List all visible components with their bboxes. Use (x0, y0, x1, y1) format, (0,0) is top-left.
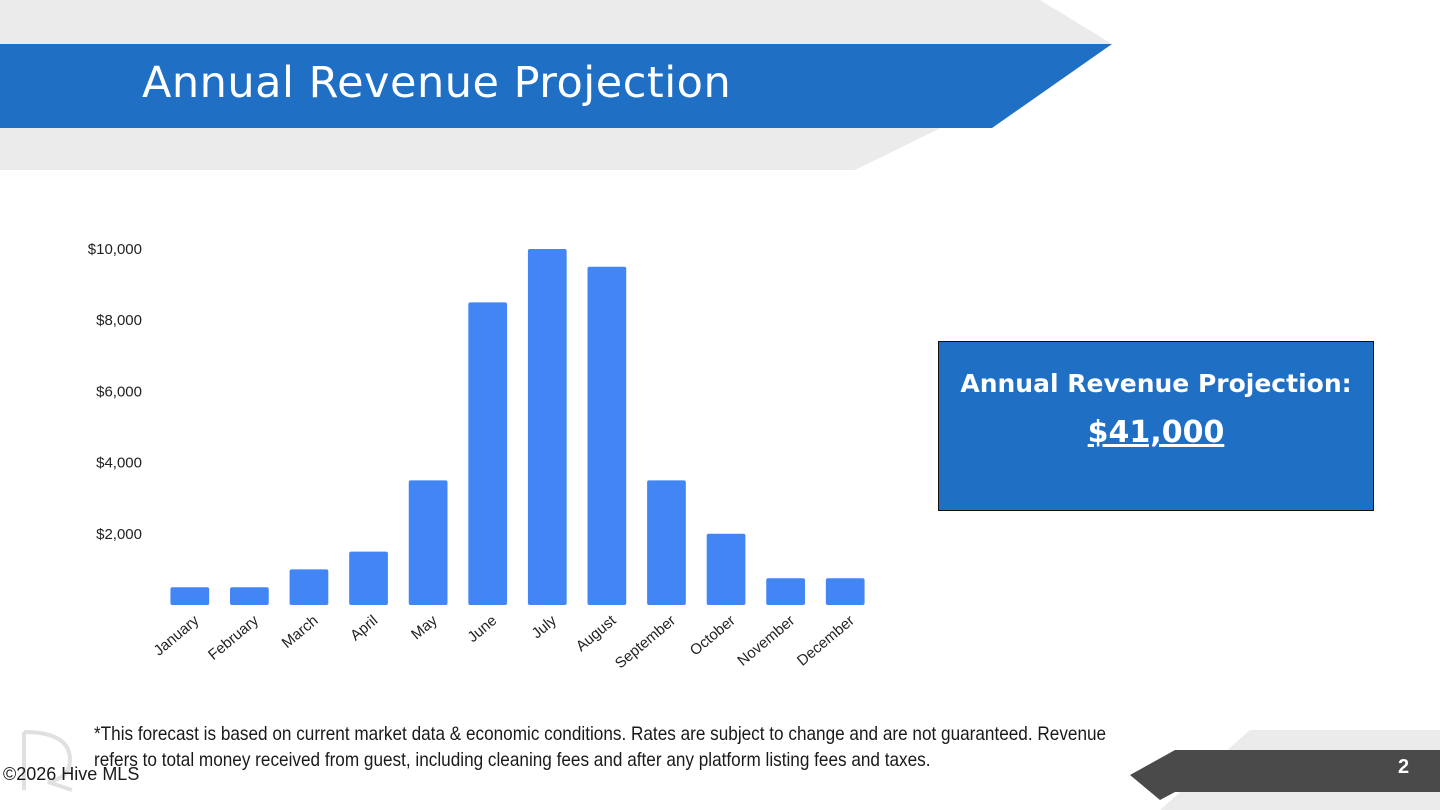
bar-september (647, 480, 686, 605)
bar-june (468, 302, 508, 605)
x-tick-label: July (528, 612, 560, 642)
x-tick-label: January (151, 612, 203, 660)
x-tick-label: April (347, 612, 381, 644)
x-tick-label: March (279, 612, 322, 652)
y-tick-label: $2,000 (96, 526, 142, 543)
bar-april (349, 551, 388, 605)
y-tick-label: $8,000 (96, 312, 142, 329)
x-tick-label: August (573, 612, 620, 656)
y-tick-label: $10,000 (88, 241, 142, 258)
x-tick-label: November (734, 612, 798, 670)
bottom-dark-band (1130, 750, 1440, 800)
revenue-summary-box: Annual Revenue Projection: $41,000 (938, 341, 1374, 511)
logo-mark (22, 730, 73, 792)
bar-may (408, 480, 448, 605)
slide-title: Annual Revenue Projection (142, 58, 732, 108)
page-number: 2 (1398, 756, 1410, 778)
x-tick-label: May (408, 612, 441, 644)
bar-march (289, 569, 329, 605)
summary-label: Annual Revenue Projection: (960, 369, 1352, 398)
x-tick-label: June (464, 612, 500, 646)
x-tick-label: September (612, 612, 679, 672)
x-tick-label: October (687, 612, 739, 659)
x-tick-label: February (205, 612, 262, 664)
forecast-footnote: *This forecast is based on current marke… (94, 723, 1107, 771)
bar-february (230, 587, 269, 605)
bar-august (587, 266, 627, 605)
title-banner (0, 44, 1112, 128)
bar-november (766, 578, 805, 605)
bar-october (706, 533, 746, 605)
bar-january (170, 587, 210, 605)
bar-july (527, 249, 567, 605)
summary-value: $41,000 (1087, 415, 1225, 450)
bar-december (825, 578, 865, 605)
y-tick-label: $4,000 (96, 455, 142, 472)
y-tick-label: $6,000 (96, 383, 142, 400)
copyright-text: ©2026 Hive MLS (3, 764, 140, 784)
x-tick-label: December (794, 612, 858, 670)
